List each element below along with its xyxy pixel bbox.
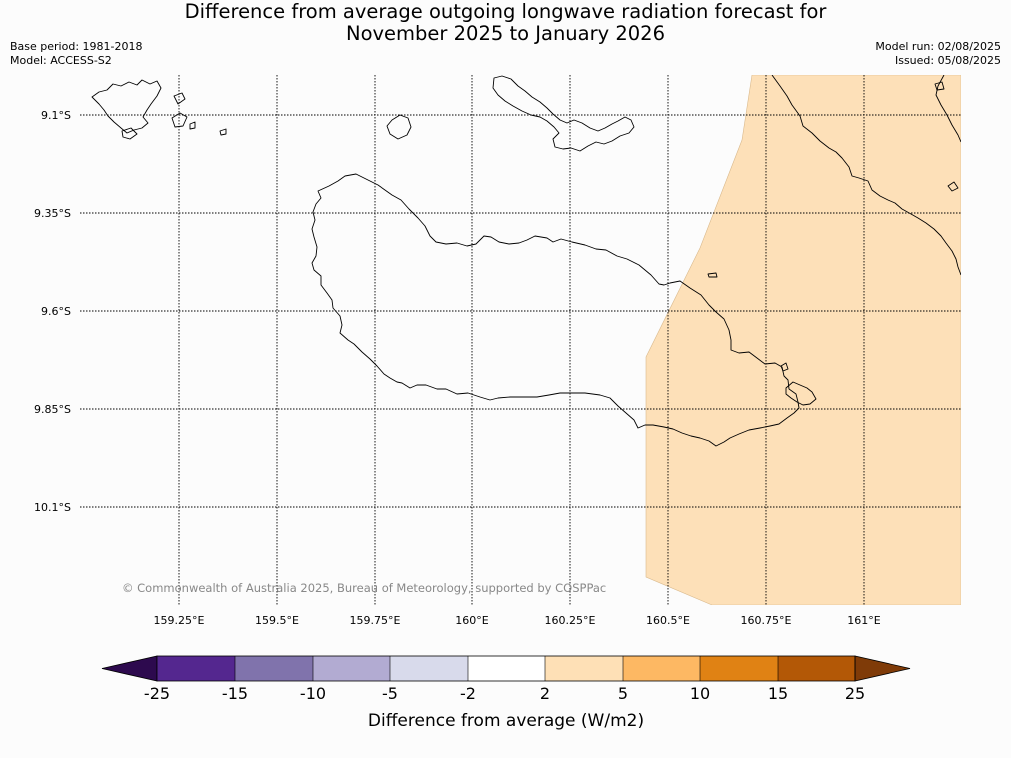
islet-coastline [780,362,789,372]
model-name: Model: ACCESS-S2 [10,54,112,67]
colorbar-tick-label: -15 [222,684,248,703]
lat-label: 9.35°S [34,207,71,220]
lon-label: 160.75°E [741,614,792,627]
colorbar-tick-label: -25 [144,684,170,703]
islet-coastline [189,121,196,130]
base-period: Base period: 1981-2018 [10,40,143,53]
colorbar-tick-label: -5 [382,684,398,703]
title-line-1: Difference from average outgoing longwav… [184,0,827,23]
colorbar-segment [313,656,390,681]
lon-label: 161°E [847,614,880,627]
meta-left: Base period: 1981-2018 Model: ACCESS-S2 [10,40,142,68]
anomaly-region [645,75,961,605]
chart-title: Difference from average outgoing longwav… [0,1,1011,45]
marau-islets-coastline [785,381,817,406]
lat-label: 9.6°S [41,305,71,318]
lon-label: 160°E [455,614,488,627]
issued-date: Issued: 05/08/2025 [894,54,1001,67]
colorbar-tick-label: -2 [460,684,476,703]
malaita-coastline [935,75,961,143]
russell-islands-coastline [91,79,162,134]
colorbar-tick-label: -10 [300,684,326,703]
gridlines [80,75,961,605]
islet-coastline [121,127,138,140]
colorbar-segment [157,656,235,681]
colorbar-segment [235,656,313,681]
islet-coastline [947,181,959,192]
colorbar-segment [700,656,778,681]
colorbar-segment [390,656,468,681]
islet-coastline [171,112,188,128]
colorbar-tick-label: 2 [540,684,550,703]
colorbar-tick-label: 5 [618,684,628,703]
colorbar-segment [623,656,700,681]
islet-coastline [707,272,718,278]
lon-label: 160.25°E [545,614,596,627]
colorbar-tick-label: 25 [845,684,865,703]
savo-island-coastline [386,114,412,140]
colorbar-segment [468,656,545,681]
colorbar-title: Difference from average (W/m2) [368,711,644,731]
colorbar-tick-label: 15 [768,684,788,703]
model-run: Model run: 02/08/2025 [875,40,1001,53]
lat-label: 9.85°S [34,403,71,416]
colorbar-outline [156,655,856,682]
lon-label: 160.5°E [646,614,690,627]
coastlines [91,75,961,447]
lat-label: 10.1°S [34,501,71,514]
islet-coastline [934,81,945,91]
meta-right: Model run: 02/08/2025 Issued: 05/08/2025 [875,40,1001,68]
lon-label: 159.75°E [350,614,401,627]
florida-islands-coastline [492,75,635,152]
lon-label: 159.25°E [154,614,205,627]
title-line-2: November 2025 to January 2026 [346,22,665,45]
colorbar-segment [778,656,855,681]
map-area [80,75,961,605]
colorbar-arrow-high [854,655,911,682]
copyright-notice: © Commonwealth of Australia 2025, Bureau… [122,581,606,595]
islet-coastline [173,92,186,105]
guadalcanal-coastline [311,173,800,447]
lon-label: 159.5°E [255,614,299,627]
colorbar-arrow-low [101,655,158,682]
lon-labels: 159.25°E 159.5°E 159.75°E 160°E 160.25°E… [154,614,881,627]
lat-labels: 9.1°S 9.35°S 9.6°S 9.85°S 10.1°S [34,109,71,514]
colorbar-dividers [234,656,779,681]
islet-coastline [219,128,227,136]
colorbar: -25 -15 -10 -5 -2 2 5 10 15 25 Differenc… [101,655,911,731]
lat-label: 9.1°S [41,109,71,122]
colorbar-segment [545,656,623,681]
colorbar-tick-label: 10 [690,684,710,703]
malaita-coastline [771,75,961,276]
